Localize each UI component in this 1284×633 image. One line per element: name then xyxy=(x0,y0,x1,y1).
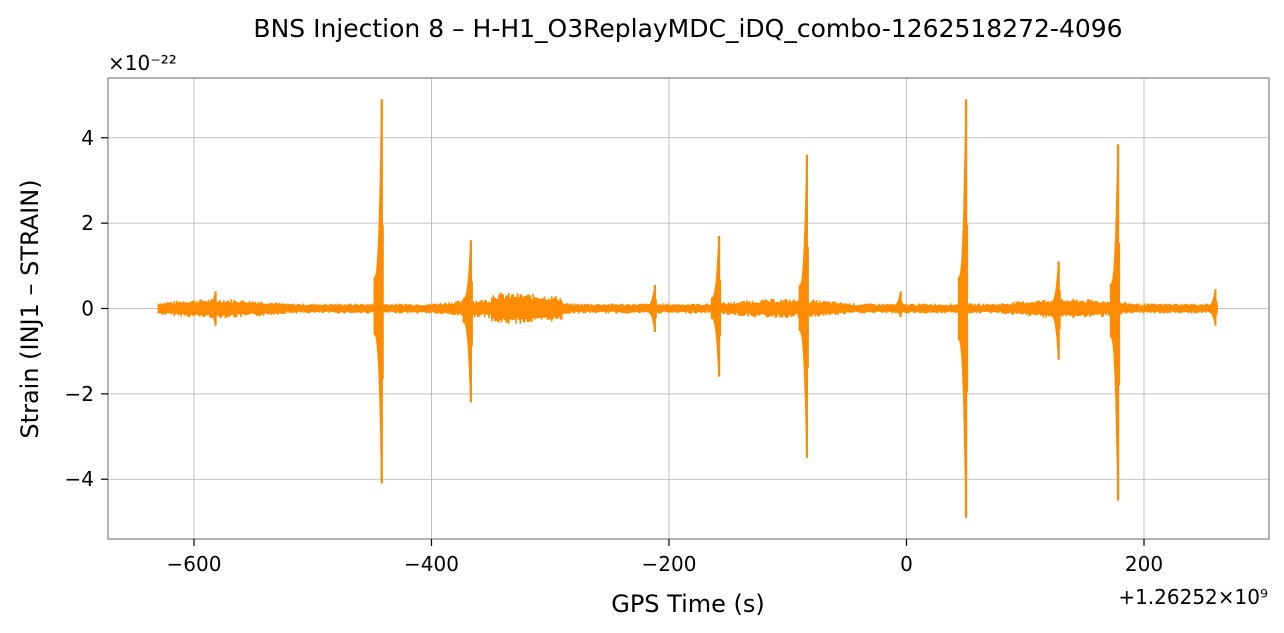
series-line xyxy=(157,99,1218,518)
chart-title: BNS Injection 8 – H-H1_O3ReplayMDC_iDQ_c… xyxy=(253,14,1122,43)
x-axis-label: GPS Time (s) xyxy=(611,590,765,618)
y-tick-label: −4 xyxy=(65,467,94,491)
x-tick-label: −400 xyxy=(404,552,459,576)
x-tick-label: −200 xyxy=(642,552,697,576)
series-burst xyxy=(373,99,384,484)
series-burst xyxy=(1050,261,1061,360)
series-burst xyxy=(710,235,722,377)
x-tick-label: 200 xyxy=(1125,552,1163,576)
y-scale-text: ×10⁻²² xyxy=(108,51,177,75)
series-burst xyxy=(1109,144,1121,501)
ticks: −600 −400 −200 0 200 −4 −2 0 2 4 xyxy=(65,126,1164,576)
series-burst xyxy=(798,154,809,458)
y-tick-label: 0 xyxy=(81,297,94,321)
series-burst xyxy=(207,291,218,326)
y-tick-label: −2 xyxy=(65,382,94,406)
series-burst xyxy=(462,240,473,403)
x-offset-text: +1.26252×10⁹ xyxy=(1118,585,1268,609)
series-layer xyxy=(157,99,1218,518)
y-tick-label: 4 xyxy=(81,126,94,150)
y-axis-label: Strain (INJ1 – STRAIN) xyxy=(16,179,44,438)
x-tick-label: −600 xyxy=(167,552,222,576)
series-burst xyxy=(892,291,903,317)
series-burst xyxy=(957,99,969,518)
x-tick-label: 0 xyxy=(900,552,913,576)
series-burst xyxy=(1207,289,1218,326)
series-baseline xyxy=(157,292,1218,324)
series-burst xyxy=(646,285,657,332)
y-tick-label: 2 xyxy=(81,211,94,235)
